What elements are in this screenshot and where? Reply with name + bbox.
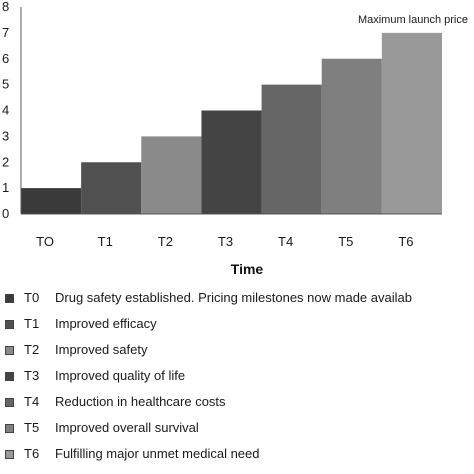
legend-item: T3 Improved quality of life bbox=[0, 364, 474, 390]
legend-item: T6 Fulfilling major unmet medical need bbox=[0, 442, 474, 468]
y-tick-label: 5 bbox=[2, 77, 9, 92]
x-tick-label: T1 bbox=[98, 234, 113, 249]
legend-label: Improved quality of life bbox=[55, 368, 186, 383]
legend-item: T4 Reduction in healthcare costs bbox=[0, 390, 474, 416]
legend: T0 Drug safety established. Pricing miles… bbox=[0, 286, 474, 474]
legend-label: Improved efficacy bbox=[55, 316, 157, 331]
legend-swatch bbox=[5, 398, 14, 407]
legend-code: T3 bbox=[24, 368, 40, 383]
legend-label: Improved overall survival bbox=[55, 420, 199, 435]
legend-label: Improved safety bbox=[55, 342, 148, 357]
y-tick-label: 8 bbox=[2, 0, 9, 14]
legend-swatch bbox=[5, 450, 14, 459]
legend-item: T2 Improved safety bbox=[0, 338, 474, 364]
y-tick-label: 1 bbox=[2, 180, 9, 195]
legend-label: Reduction in healthcare costs bbox=[55, 394, 226, 409]
legend-label: Drug safety established. Pricing milesto… bbox=[55, 290, 412, 305]
y-axis-ticks: 0 1 2 3 4 5 6 7 8 bbox=[2, 0, 9, 221]
bar-chart: 0 1 2 3 4 5 6 7 8 TO T1 T2 T3 T4 T5 T6 Maximum launch … bbox=[2, 0, 468, 277]
x-tick-label: T4 bbox=[278, 234, 293, 249]
bar bbox=[381, 32, 442, 214]
y-tick-label: 2 bbox=[2, 154, 9, 169]
y-tick-label: 4 bbox=[2, 103, 9, 118]
y-tick-label: 3 bbox=[2, 128, 9, 143]
legend-item: T1 Improved efficacy bbox=[0, 312, 474, 338]
legend-item: T0 Drug safety established. Pricing miles… bbox=[0, 286, 474, 312]
y-tick-label: 6 bbox=[2, 51, 9, 66]
legend-code: T6 bbox=[24, 446, 40, 461]
legend-code: T5 bbox=[24, 420, 40, 435]
bars bbox=[21, 32, 442, 214]
legend-code: T2 bbox=[24, 342, 40, 357]
bar bbox=[261, 84, 322, 214]
y-tick-label: 0 bbox=[2, 206, 9, 221]
legend-swatch bbox=[5, 372, 14, 381]
legend-swatch bbox=[5, 320, 14, 329]
legend-code: T0 bbox=[24, 290, 40, 305]
x-axis-label: Time bbox=[231, 261, 264, 277]
bar bbox=[21, 188, 82, 214]
legend-swatch bbox=[5, 424, 14, 433]
x-tick-label: T5 bbox=[338, 234, 353, 249]
legend-item: T5 Improved overall survival bbox=[0, 416, 474, 442]
bar bbox=[81, 162, 142, 214]
y-tick-label: 7 bbox=[2, 25, 9, 40]
legend-swatch bbox=[5, 294, 14, 303]
legend-swatch bbox=[5, 346, 14, 355]
bar bbox=[201, 110, 262, 214]
bar bbox=[141, 136, 202, 214]
x-tick-label: TO bbox=[36, 234, 54, 249]
x-tick-label: T3 bbox=[218, 234, 233, 249]
x-tick-label: T6 bbox=[398, 234, 413, 249]
legend-code: T1 bbox=[24, 316, 40, 331]
bar bbox=[321, 58, 382, 214]
legend-label: Fulfilling major unmet medical need bbox=[55, 446, 260, 461]
x-axis-ticks: TO T1 T2 T3 T4 T5 T6 bbox=[36, 234, 413, 249]
x-tick-label: T2 bbox=[158, 234, 173, 249]
legend-code: T4 bbox=[24, 394, 40, 409]
chart-annotation: Maximum launch price bbox=[358, 14, 468, 26]
